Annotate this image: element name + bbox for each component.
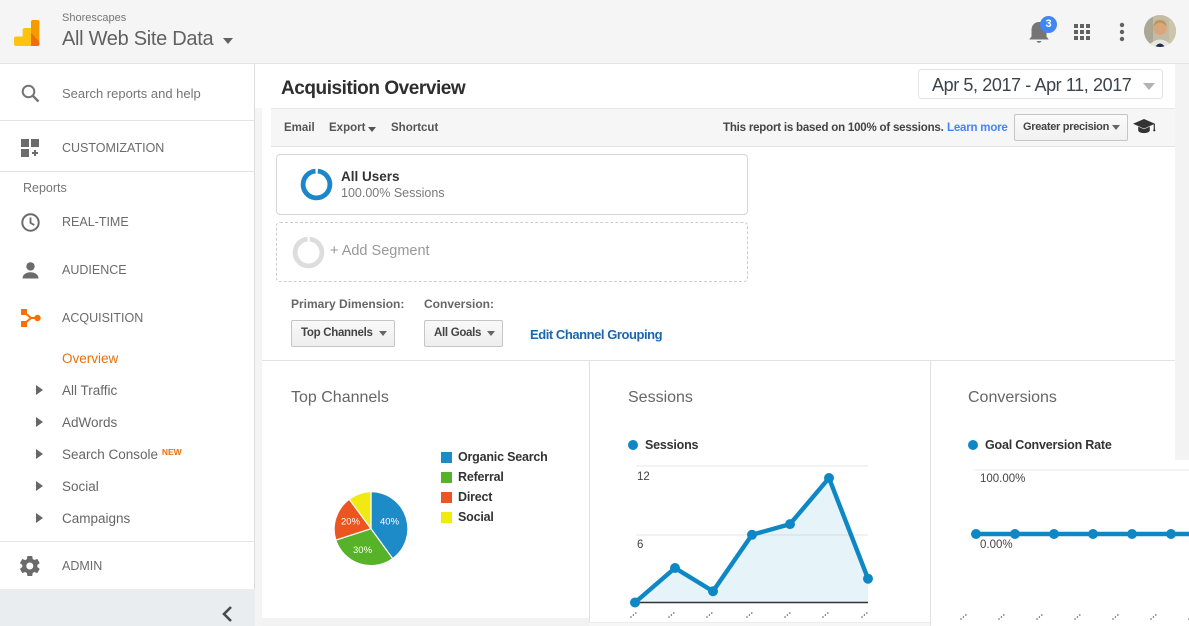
svg-text:20%: 20% (341, 517, 361, 528)
svg-text:12: 12 (637, 471, 650, 483)
svg-text:0.00%: 0.00% (980, 539, 1013, 551)
svg-text:40%: 40% (380, 517, 400, 528)
svg-text:6: 6 (637, 539, 643, 551)
svg-text:100.00%: 100.00% (980, 473, 1025, 485)
svg-text:30%: 30% (353, 545, 373, 556)
